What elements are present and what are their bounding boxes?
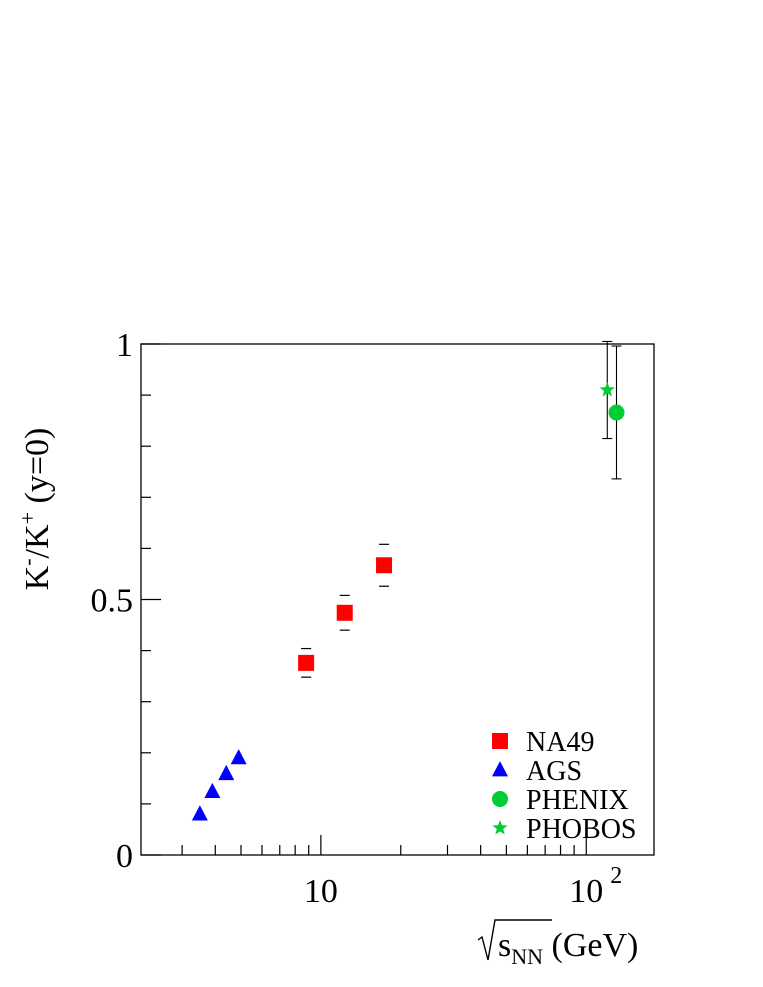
data-point	[218, 764, 235, 781]
legend-label-phobos: PHOBOS	[526, 814, 636, 845]
tick-labels: 0 0.5 1 10 10 2	[91, 327, 623, 910]
data-point	[230, 749, 247, 765]
y-tick-label: 0.5	[91, 583, 134, 620]
data-point	[608, 404, 625, 421]
data-point	[376, 557, 393, 574]
data-points	[191, 340, 625, 821]
data-point	[204, 782, 221, 799]
legend-label-phenix: PHENIX	[526, 785, 629, 816]
data-point	[599, 381, 615, 397]
legend-label-ags: AGS	[526, 756, 582, 787]
legend-marker-na49	[492, 733, 508, 749]
x-tick-label: 10	[304, 873, 338, 910]
legend-marker-ags	[492, 761, 508, 777]
y-tick-label: 0	[116, 838, 133, 875]
data-point	[336, 604, 353, 621]
sqrt-sign	[477, 919, 552, 961]
svg-text:sNN (GeV): sNN (GeV)	[498, 927, 638, 969]
y-tick-label: 1	[116, 327, 133, 364]
x-axis-ticks	[181, 835, 587, 855]
x-axis-title: sNN (GeV)	[477, 919, 638, 969]
series-na49	[298, 543, 393, 678]
y-axis-title: K-/K+ (y=0)	[15, 428, 56, 591]
x-tick-exponent: 2	[610, 863, 622, 889]
data-point	[298, 654, 315, 671]
y-axis-ticks	[141, 343, 161, 856]
series-phobos	[599, 340, 615, 440]
data-point	[191, 805, 208, 821]
x-tick-label: 10	[569, 873, 603, 910]
legend-marker-phobos	[492, 820, 508, 835]
legend-marker-phenix	[492, 791, 508, 807]
series-ags	[191, 749, 247, 821]
legend-label-na49: NA49	[526, 727, 594, 758]
series-phenix	[608, 345, 625, 480]
